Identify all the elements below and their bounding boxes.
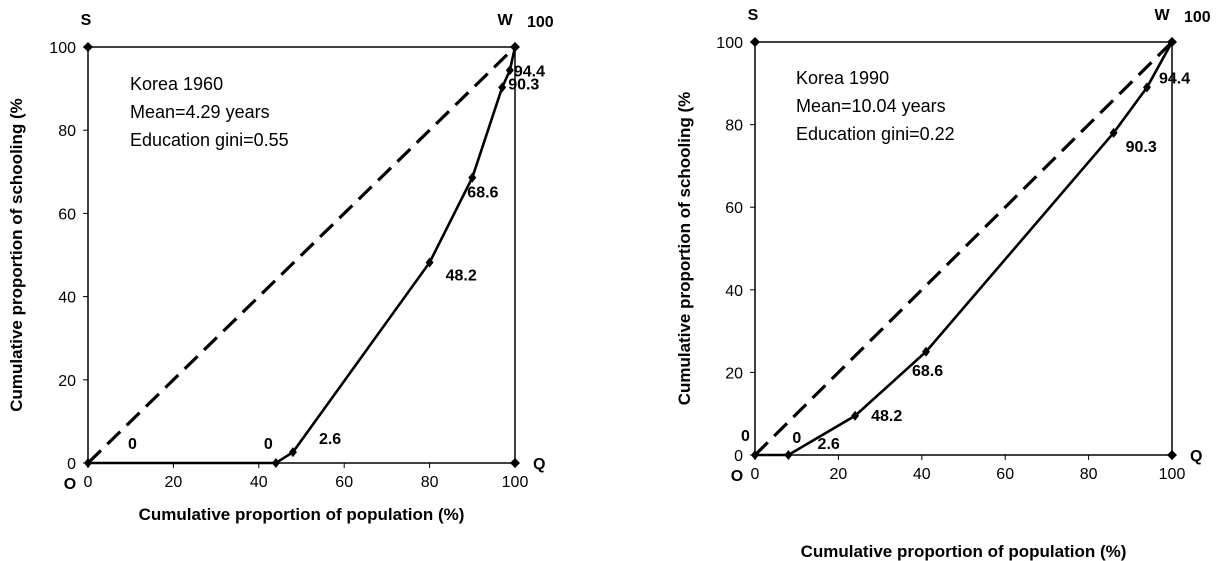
data-label: 0	[128, 436, 137, 453]
data-label: 90.3	[1126, 139, 1157, 156]
data-point	[498, 82, 507, 93]
data-point	[921, 346, 930, 357]
corner-label-w: W	[1154, 7, 1170, 24]
data-point	[288, 447, 297, 458]
data-point	[271, 458, 280, 468]
x-tick-label: 100	[502, 474, 529, 491]
data-point	[468, 172, 477, 183]
y-tick-label: 100	[49, 40, 76, 57]
data-point	[784, 450, 793, 460]
corner-label-w: W	[497, 12, 513, 29]
corner-label-q: Q	[1190, 448, 1202, 465]
data-label: 0	[264, 436, 273, 453]
corner-label-s: S	[81, 12, 92, 29]
y-tick-label: 60	[725, 200, 743, 217]
corner-label-s: S	[748, 7, 759, 24]
y-tick-label: 20	[725, 365, 743, 382]
equality-line	[753, 40, 1174, 457]
x-axis-title: Cumulative proportion of population (%)	[139, 505, 465, 524]
x-tick-label: 100	[1159, 466, 1186, 483]
chart-annotation: Korea 1960	[130, 74, 223, 94]
data-point	[851, 410, 860, 421]
data-label: 48.2	[871, 408, 902, 425]
data-label: 94.4	[1159, 70, 1190, 87]
y-tick-label: 20	[58, 373, 76, 390]
equality-line	[86, 45, 517, 465]
y-tick-label: 0	[734, 448, 743, 465]
y-axis-title: Cumulative proportion of schooling (%	[7, 98, 26, 412]
data-label: 68.6	[467, 185, 498, 202]
corner-label-q: Q	[533, 456, 545, 473]
chart-annotation: Korea 1990	[796, 68, 889, 88]
data-point	[425, 257, 434, 268]
y-tick-label: 80	[725, 118, 743, 135]
x-tick-label: 0	[751, 466, 760, 483]
data-label: 2.6	[818, 436, 840, 453]
y-tick-label: 60	[58, 206, 76, 223]
y-tick-label: 40	[58, 290, 76, 307]
data-label: 0	[741, 428, 750, 445]
x-tick-label: 40	[913, 466, 931, 483]
corner-label-100: 100	[1184, 9, 1211, 26]
data-label: 48.2	[446, 267, 477, 284]
data-label: 2.6	[319, 431, 341, 448]
data-point	[84, 458, 92, 468]
corner-label-o: O	[731, 468, 743, 485]
chart-annotation: Education gini=0.22	[796, 124, 955, 144]
plot-frame	[87, 46, 516, 464]
x-tick-label: 80	[421, 474, 439, 491]
y-tick-label: 0	[67, 456, 76, 473]
chart-annotation: Education gini=0.55	[130, 130, 289, 150]
y-tick-label: 100	[716, 35, 743, 52]
plot-frame	[754, 41, 1173, 456]
data-point	[1142, 82, 1151, 93]
x-tick-label: 20	[830, 466, 848, 483]
x-tick-label: 40	[250, 474, 268, 491]
data-label: 68.6	[912, 363, 943, 380]
x-tick-label: 60	[335, 474, 353, 491]
data-label: 0	[792, 430, 801, 447]
x-tick-label: 60	[996, 466, 1014, 483]
chart-annotation: Mean=10.04 years	[796, 96, 946, 116]
y-tick-label: 40	[725, 283, 743, 300]
data-point	[751, 450, 759, 460]
chart-annotation: Mean=4.29 years	[130, 102, 270, 122]
x-axis-title: Cumulative proportion of population (%)	[801, 542, 1127, 561]
y-tick-label: 80	[58, 123, 76, 140]
data-label: 90.3	[508, 76, 539, 93]
data-point	[1109, 127, 1118, 138]
x-tick-label: 0	[84, 474, 93, 491]
x-tick-label: 80	[1080, 466, 1098, 483]
data-label: 94.4	[514, 63, 545, 80]
x-tick-label: 20	[165, 474, 183, 491]
data-point	[1168, 37, 1176, 47]
corner-label-100: 100	[527, 14, 554, 31]
data-point	[505, 65, 514, 76]
corner-label-o: O	[64, 476, 76, 493]
data-point	[511, 42, 519, 52]
y-axis-title: Cumulative proportion of schooling (%	[675, 92, 694, 406]
